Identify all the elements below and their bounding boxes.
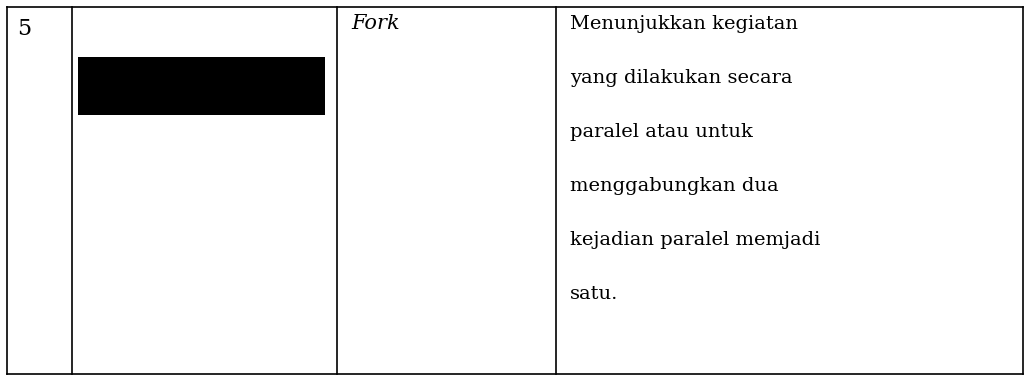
Text: yang dilakukan secara: yang dilakukan secara — [570, 69, 792, 87]
Text: Fork: Fork — [351, 14, 400, 33]
Text: 5: 5 — [18, 18, 31, 40]
Text: paralel atau untuk: paralel atau untuk — [570, 123, 753, 141]
Bar — [78, 57, 325, 115]
Text: satu.: satu. — [570, 285, 618, 303]
Text: menggabungkan dua: menggabungkan dua — [570, 177, 779, 195]
Text: Menunjukkan kegiatan: Menunjukkan kegiatan — [570, 15, 798, 33]
Text: kejadian paralel memjadi: kejadian paralel memjadi — [570, 231, 820, 249]
